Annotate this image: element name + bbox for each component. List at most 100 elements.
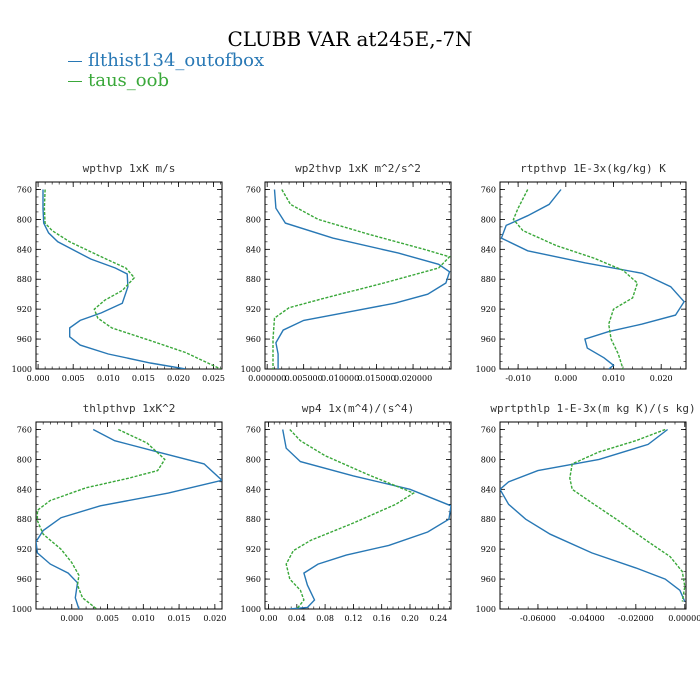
y-tick-label: 800 [481, 455, 496, 464]
legend-swatch-taus-oob [68, 80, 82, 82]
panel-title: rtpthvp 1E-3x(kg/kg) K [520, 162, 666, 175]
series-line-taus-oob [43, 189, 221, 369]
y-tick-label: 920 [481, 305, 496, 314]
y-tick-label: 1000 [12, 365, 32, 374]
x-tick-label: 0.015 [132, 374, 155, 383]
legend-swatch-flthist134 [68, 60, 82, 62]
y-tick-label: 960 [481, 575, 496, 584]
panel-frame [35, 421, 223, 610]
y-tick-label: 840 [17, 485, 32, 494]
panel-title: wprtpthlp 1-E-3x(m kg K)/(s kg) [490, 402, 695, 415]
x-tick-label: 0.04 [288, 614, 306, 623]
panel-6: wprtpthlp 1-E-3x(m kg K)/(s kg) 760 800 840… [476, 402, 700, 623]
panel-title: wp2thvp 1xK m^2/s^2 [295, 162, 421, 175]
x-tick-label: 0.010 [602, 374, 625, 383]
panel-title: thlpthvp 1xK^2 [83, 402, 176, 415]
y-tick-label: 840 [246, 485, 261, 494]
series-line-flthist134 [42, 189, 186, 369]
panel-frame [499, 181, 687, 370]
y-tick-label: 840 [17, 245, 32, 254]
y-tick-label: 880 [481, 515, 496, 524]
x-tick-label: 0.010 [132, 614, 155, 623]
panel-title: wp4 1x(m^4)/(s^4) [302, 402, 415, 415]
x-tick-label: 0.12 [344, 614, 362, 623]
series-line-flthist134 [36, 428, 222, 609]
y-tick-label: 800 [17, 455, 32, 464]
y-tick-label: 760 [246, 425, 261, 434]
y-tick-label: 840 [246, 245, 261, 254]
y-tick-label: 920 [17, 545, 32, 554]
x-tick-label: 0.16 [373, 614, 391, 623]
x-tick-label: -0.04000 [569, 614, 605, 623]
x-tick-label: 0.005 [62, 374, 85, 383]
y-tick-label: 840 [481, 485, 496, 494]
x-tick-label: 0.020 [650, 374, 673, 383]
panel-frame [499, 421, 687, 610]
series-line-flthist134 [500, 428, 686, 602]
y-tick-label: 880 [246, 275, 261, 284]
y-tick-label: 760 [17, 425, 32, 434]
x-tick-label: 0.000000 [248, 374, 286, 383]
legend-item-taus-oob: taus_oob [68, 71, 264, 91]
x-tick-label: 0.08 [316, 614, 334, 623]
panel-2: wp2thvp 1xK m^2/s^2 760 800 840 880 920 960 100… [241, 162, 452, 383]
y-tick-label: 760 [481, 185, 496, 194]
series-line-taus-oob [569, 428, 686, 602]
y-tick-label: 960 [481, 335, 496, 344]
y-tick-label: 960 [246, 335, 261, 344]
x-tick-label: 0.20 [401, 614, 419, 623]
x-tick-label: 0.24 [429, 614, 447, 623]
y-tick-label: 920 [246, 305, 261, 314]
series-line-taus-oob [36, 428, 166, 609]
y-tick-label: 760 [17, 185, 32, 194]
y-tick-label: 880 [17, 515, 32, 524]
panel-frame [264, 181, 452, 370]
y-tick-label: 760 [481, 425, 496, 434]
y-tick-label: 1000 [476, 605, 496, 614]
y-tick-label: 880 [481, 275, 496, 284]
y-tick-label: 880 [17, 275, 32, 284]
series-line-taus-oob [272, 189, 451, 369]
y-tick-label: 960 [246, 575, 261, 584]
y-tick-label: 880 [246, 515, 261, 524]
y-tick-label: 800 [481, 215, 496, 224]
series-line-flthist134 [500, 189, 685, 369]
x-tick-label: 0.020 [203, 614, 226, 623]
legend: flthist134_outofbox taus_oob [68, 51, 264, 91]
x-tick-label: 0.020000 [394, 374, 432, 383]
legend-label-flthist134: flthist134_outofbox [88, 50, 265, 71]
y-tick-label: 1000 [12, 605, 32, 614]
y-tick-label: 1000 [476, 365, 496, 374]
x-tick-label: 0.000 [60, 614, 83, 623]
x-tick-label: 0.010000 [321, 374, 359, 383]
y-tick-label: 920 [17, 305, 32, 314]
series-line-flthist134 [273, 189, 451, 369]
series-line-taus-oob [285, 429, 416, 609]
x-tick-label: 0.000 [27, 374, 50, 383]
x-tick-label: 0.005000 [285, 374, 323, 383]
x-tick-label: 0.020 [167, 374, 190, 383]
panel-5: wp4 1x(m^4)/(s^4)76080084088092096010000… [241, 402, 452, 623]
x-tick-label: 0.025 [202, 374, 225, 383]
x-tick-label: 0.00 [260, 614, 278, 623]
x-tick-label: 0.015 [168, 614, 191, 623]
x-tick-label: 0.005 [96, 614, 119, 623]
y-tick-label: 1000 [241, 605, 261, 614]
y-tick-label: 920 [246, 545, 261, 554]
figure-title: CLUBB VAR at245E,-7N [227, 27, 473, 51]
panel-title: wpthvp 1xK m/s [83, 162, 176, 175]
series-line-flthist134 [282, 429, 451, 609]
y-tick-label: 760 [246, 185, 261, 194]
y-tick-label: 960 [17, 335, 32, 344]
x-tick-label: 0.015000 [358, 374, 396, 383]
y-tick-label: 840 [481, 245, 496, 254]
legend-item-flthist134: flthist134_outofbox [68, 51, 264, 71]
y-tick-label: 1000 [241, 365, 261, 374]
panel-frame [264, 421, 452, 610]
panel-3: rtpthvp 1E-3x(kg/kg) K 760 800 840 880 920 960… [476, 162, 687, 383]
y-tick-label: 800 [246, 215, 261, 224]
panel-1: wpthvp 1xK m/s76080084088092096010000.00… [12, 162, 225, 383]
series-line-taus-oob [512, 189, 639, 369]
panel-4: thlpthvp 1xK^2 760 800 840 880 920 960 1000 0.00… [12, 402, 227, 623]
